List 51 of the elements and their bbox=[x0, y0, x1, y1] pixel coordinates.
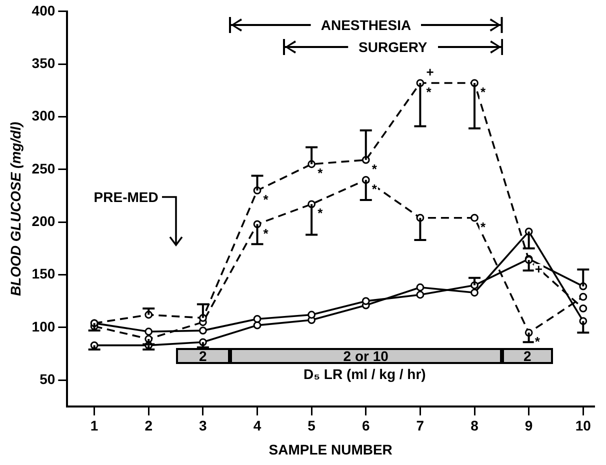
annotation: * bbox=[480, 219, 487, 234]
x-tick-label: 3 bbox=[199, 418, 208, 434]
point bbox=[416, 283, 424, 292]
point bbox=[470, 288, 478, 297]
y-tick-label: 300 bbox=[32, 108, 56, 124]
x-tick-label: 5 bbox=[308, 418, 316, 434]
annotation: PRE-MED bbox=[92, 189, 160, 206]
annotation: * bbox=[372, 162, 378, 176]
annotation: * bbox=[372, 182, 378, 197]
annotation: * bbox=[263, 192, 270, 208]
point bbox=[198, 326, 207, 335]
x-axis-title: SAMPLE NUMBER bbox=[268, 441, 392, 458]
point bbox=[470, 214, 478, 222]
y-axis-title: BLOOD GLUCOSE (mg/dl) bbox=[7, 121, 24, 296]
x-tick-label: 4 bbox=[253, 418, 262, 434]
point bbox=[579, 292, 588, 301]
annotation: SURGERY bbox=[356, 39, 430, 56]
x-tick-label: 7 bbox=[416, 418, 424, 434]
x-tick-label: 1 bbox=[90, 418, 98, 434]
x-tick-label: 9 bbox=[524, 418, 533, 434]
annotation: + bbox=[534, 262, 543, 277]
x-tick-label: 2 bbox=[144, 418, 153, 434]
y-tick-label: 50 bbox=[40, 370, 56, 387]
annotation: 2 bbox=[176, 348, 230, 364]
point bbox=[416, 290, 424, 299]
y-tick-label: 350 bbox=[32, 54, 56, 71]
point bbox=[253, 315, 262, 323]
annotation: ANESTHESIA bbox=[318, 17, 414, 34]
y-tick-label: 150 bbox=[32, 266, 56, 282]
annotation: * bbox=[534, 334, 541, 350]
annotation: * bbox=[480, 84, 487, 100]
point bbox=[253, 321, 262, 330]
y-tick-label: 400 bbox=[32, 2, 56, 18]
annotation: * bbox=[426, 84, 432, 100]
y-tick-label: 250 bbox=[32, 160, 56, 176]
point bbox=[144, 328, 153, 336]
point bbox=[362, 297, 370, 306]
annotation: 2 bbox=[502, 348, 554, 364]
x-tick-label: 10 bbox=[575, 418, 592, 434]
annotation: * bbox=[263, 226, 270, 241]
annotation: * bbox=[318, 166, 324, 181]
y-tick-label: 200 bbox=[32, 212, 56, 229]
annotation: D₅ LR (ml / kg / hr) bbox=[302, 366, 427, 382]
point bbox=[579, 304, 588, 312]
y-tick-label: 100 bbox=[32, 318, 56, 334]
annotation: 2 or 10 bbox=[230, 348, 502, 364]
point bbox=[308, 310, 316, 319]
x-tick-label: 6 bbox=[362, 418, 370, 434]
annotation: * bbox=[318, 206, 324, 221]
x-tick-label: 8 bbox=[470, 418, 479, 434]
annotation: + bbox=[426, 64, 434, 80]
